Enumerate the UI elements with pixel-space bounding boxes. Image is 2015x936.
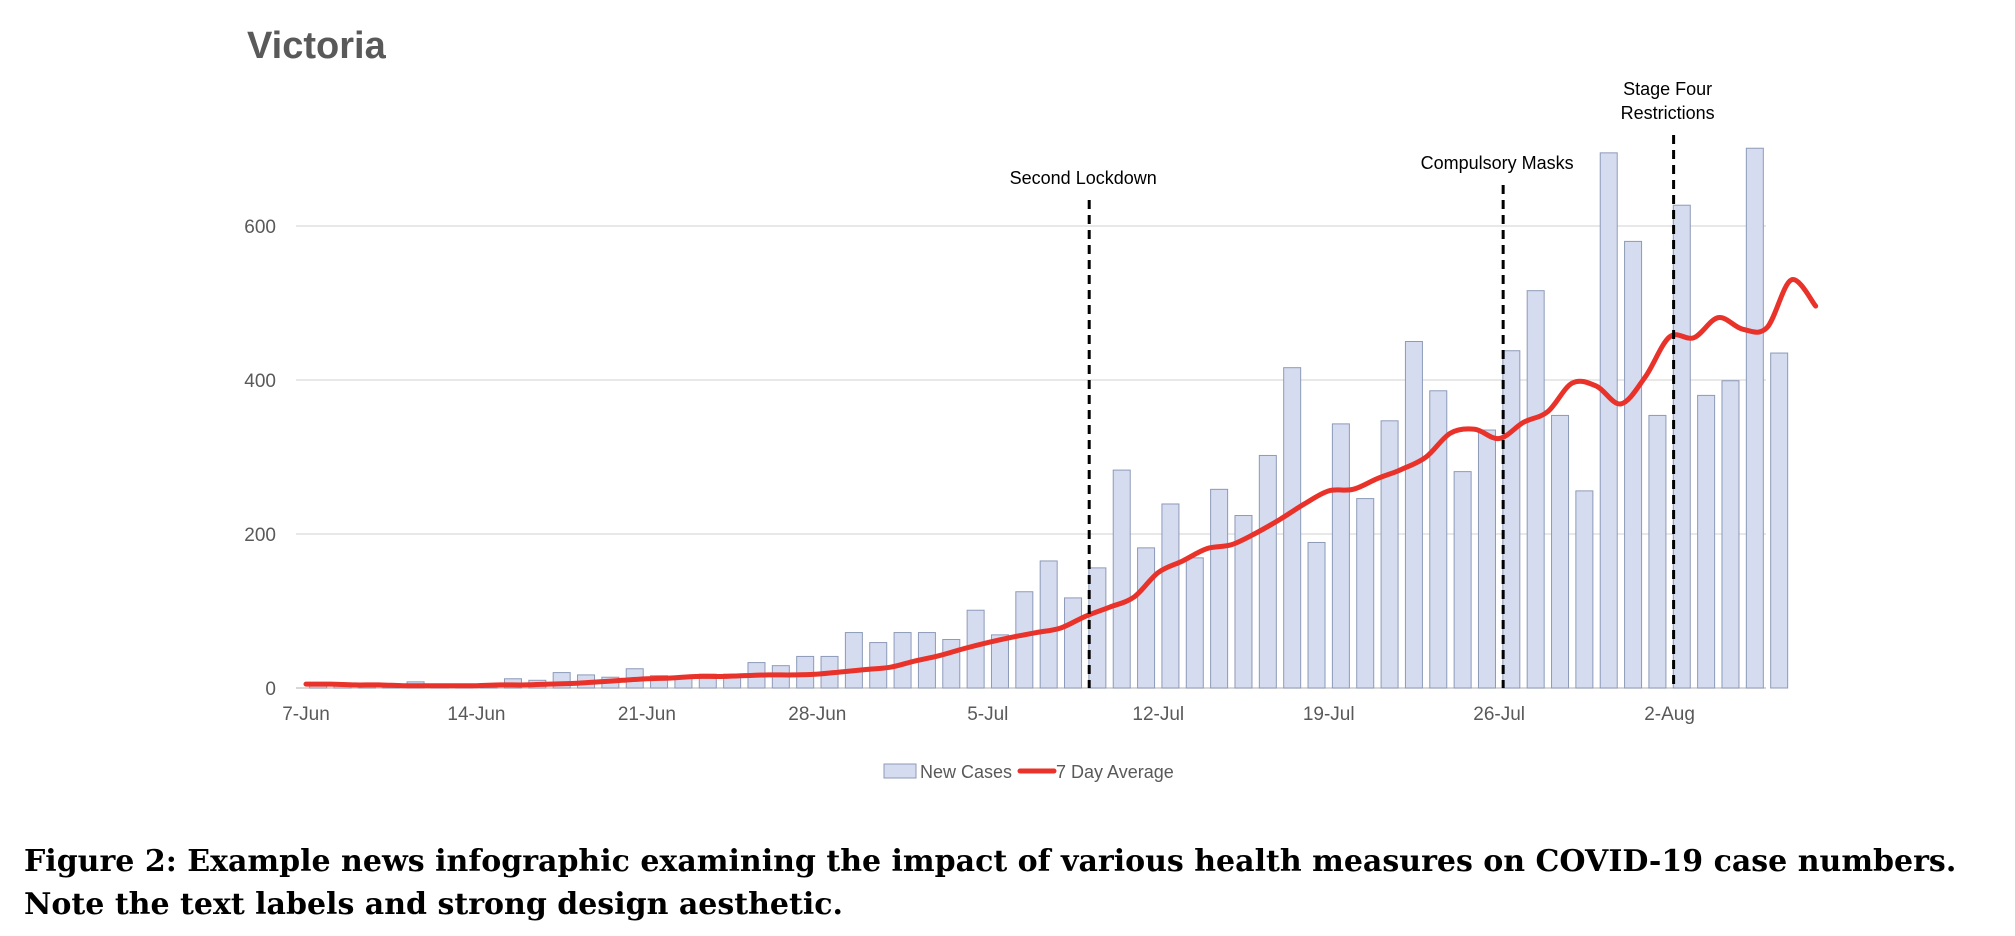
x-tick-label: 14-Jun: [447, 704, 505, 725]
annotations: Second Lockdown Compulsory Masks Stage Fou…: [1010, 79, 1715, 688]
bar: [1624, 240, 1643, 689]
bar: [1721, 380, 1740, 689]
bar: [844, 632, 863, 689]
legend-label-new-cases: New Cases: [920, 762, 1012, 782]
x-tick-label: 2-Aug: [1644, 704, 1695, 725]
y-tick-label: 200: [244, 525, 276, 546]
bar: [1648, 414, 1667, 689]
bar: [1745, 147, 1764, 689]
x-tick-label: 26-Jul: [1473, 704, 1525, 725]
annotation-label: Second Lockdown: [1010, 168, 1157, 188]
bar: [1185, 557, 1204, 689]
bar: [942, 638, 961, 689]
bar: [1697, 394, 1716, 689]
bar: [1234, 515, 1253, 689]
bar: [1210, 488, 1229, 689]
y-tick-label: 400: [244, 371, 276, 392]
x-tick-label: 28-Jun: [788, 704, 846, 725]
x-tick-label: 19-Jul: [1303, 704, 1355, 725]
bar: [1575, 490, 1594, 689]
bar: [1770, 352, 1789, 689]
seven-day-average-path: [303, 277, 1819, 689]
y-axis: 0 200 400 600: [244, 217, 276, 700]
bar: [1258, 454, 1277, 689]
annotation-label: Compulsory Masks: [1421, 153, 1574, 173]
seven-day-average-line: [303, 277, 1819, 689]
legend: New Cases 7 Day Average: [883, 762, 1174, 782]
x-tick-label: 7-Jun: [282, 704, 330, 725]
bar: [1161, 503, 1180, 689]
bar: [1356, 498, 1375, 689]
x-tick-label: 21-Jun: [618, 704, 676, 725]
y-tick-label: 0: [265, 679, 276, 700]
bar: [869, 642, 888, 689]
y-tick-label: 600: [244, 217, 276, 238]
covid-chart: Victoria Second Lockdown Compulsory Masks…: [244, 25, 1819, 782]
legend-label-average: 7 Day Average: [1056, 762, 1174, 782]
bar: [1112, 469, 1131, 689]
bar: [1672, 204, 1691, 689]
bar: [1429, 390, 1448, 689]
bar: [1453, 471, 1472, 689]
bar: [1477, 429, 1496, 689]
bar: [1088, 567, 1107, 689]
bar: [1599, 152, 1618, 689]
bar: [1502, 350, 1521, 689]
chart-title: Victoria: [247, 25, 387, 67]
bar: [1015, 591, 1034, 689]
bar: [1551, 414, 1570, 689]
bar: [1039, 560, 1058, 689]
new-cases-bars: [309, 147, 1789, 689]
bar: [1404, 341, 1423, 689]
annotation-label: Stage Four: [1623, 79, 1712, 99]
x-axis: 7-Jun 14-Jun 21-Jun 28-Jun 5-Jul 12-Jul 19-Jul…: [282, 704, 1695, 725]
bar: [1283, 367, 1302, 689]
legend-swatch-new-cases: [883, 763, 917, 779]
bar: [1526, 290, 1545, 689]
bar: [1380, 420, 1399, 689]
bar: [1137, 547, 1156, 689]
annotation-label: Restrictions: [1621, 103, 1715, 123]
bar: [990, 634, 1009, 689]
x-tick-label: 12-Jul: [1132, 704, 1184, 725]
bar: [1064, 597, 1083, 689]
bar: [1331, 423, 1350, 689]
x-tick-label: 5-Jul: [967, 704, 1008, 725]
bar: [1307, 541, 1326, 689]
figure-caption: Figure 2: Example news infographic exami…: [24, 844, 1957, 922]
